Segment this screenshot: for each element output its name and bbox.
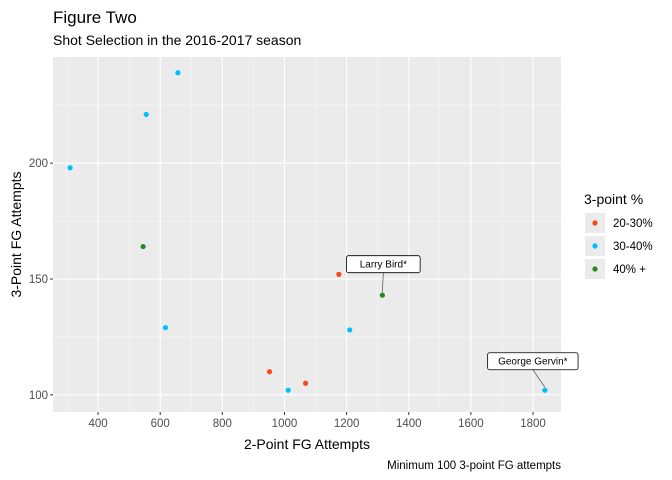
chart-caption: Minimum 100 3-point FG attempts: [387, 460, 561, 472]
data-point: [266, 369, 273, 375]
legend-entry: 20-30%: [613, 218, 653, 230]
data-point: [162, 325, 169, 331]
data-points: [67, 70, 548, 393]
y-tick-label: 100: [29, 390, 48, 402]
x-tick-label: 1800: [520, 418, 546, 430]
plot-panel: [53, 57, 561, 412]
x-tick-label: 600: [151, 418, 170, 430]
data-point: [175, 70, 181, 76]
legend-items: 20-30% 30-40% 40% +: [585, 213, 653, 279]
data-point: [542, 387, 548, 393]
data-point: [140, 243, 146, 250]
x-axis-ticks: 400 600 800 1000 1200 1400 1600 1800: [88, 412, 546, 430]
legend-entry: 30-40%: [613, 241, 653, 253]
annotation-leader-line: [381, 272, 384, 293]
grid-minor: [53, 57, 561, 412]
data-point: [336, 271, 342, 277]
y-axis-ticks: 100 150 200: [29, 158, 53, 402]
x-axis-label: 2-Point FG Attempts: [244, 436, 370, 452]
chart-title: Figure Two: [53, 8, 137, 27]
legend-title: 3-point %: [584, 191, 643, 207]
x-tick-label: 400: [88, 418, 107, 430]
x-tick-label: 1200: [334, 418, 360, 430]
x-tick-label: 1000: [272, 418, 298, 430]
legend-swatch: [592, 266, 598, 272]
data-point: [67, 165, 73, 171]
annotation-leader-line: [532, 369, 546, 388]
data-point: [347, 327, 353, 333]
y-axis-label: 3-Point FG Attempts: [8, 171, 24, 297]
annotation-label: George Gervin*: [498, 357, 568, 368]
annotation-box: [346, 255, 421, 274]
chart-subtitle: Shot Selection in the 2016-2017 season: [53, 32, 301, 48]
data-point: [303, 380, 309, 386]
x-tick-label: 1400: [396, 418, 422, 430]
legend-swatch: [592, 243, 598, 249]
x-tick-label: 800: [213, 418, 232, 430]
legend-entry: 40% +: [613, 264, 646, 276]
x-tick-label: 1600: [458, 418, 484, 430]
annotation-label: Larry Bird*: [360, 260, 407, 271]
y-tick-label: 150: [29, 274, 48, 286]
data-point: [143, 111, 149, 118]
data-point: [285, 387, 291, 393]
legend-swatch: [592, 220, 598, 226]
annotations: Larry Bird* George Gervin*: [346, 255, 579, 388]
annotation-box: [487, 352, 579, 371]
data-point: [379, 292, 385, 298]
legend: 3-point % 20-30% 30-40% 40% +: [584, 191, 653, 279]
y-tick-label: 200: [29, 158, 48, 170]
